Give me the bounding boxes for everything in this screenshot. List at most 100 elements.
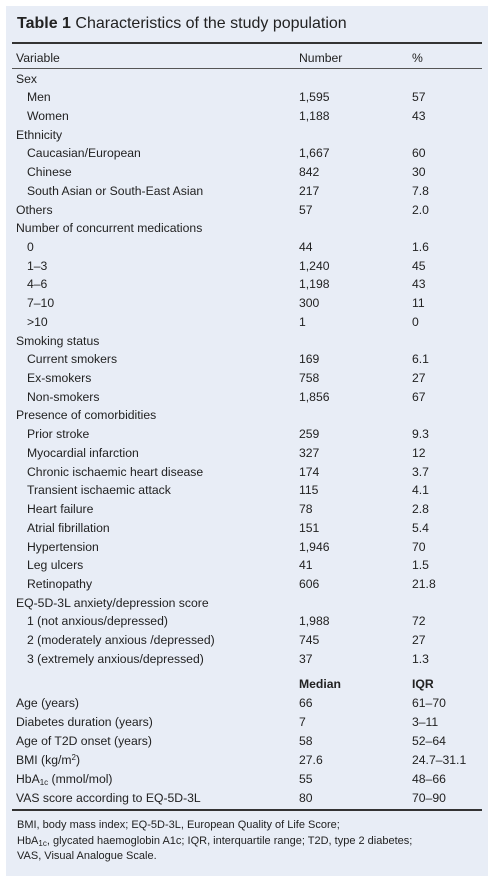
table-row: Others 57 2.0 — [6, 201, 488, 220]
row-label: Hypertension — [27, 539, 99, 554]
row-number: 758 — [299, 371, 320, 386]
row-label: 3 (extremely anxious/depressed) — [27, 651, 204, 666]
row-median: 58 — [299, 733, 313, 748]
footnote-line: HbA1c, glycated haemoglobin A1c; IQR, in… — [17, 834, 413, 848]
table-row: 1 (not anxious/depressed) 1,988 72 — [6, 612, 488, 631]
row-label: Prior stroke — [27, 427, 90, 442]
row-number: 1,856 — [299, 389, 330, 404]
row-number: 1,946 — [299, 539, 330, 554]
row-number: 842 — [299, 165, 320, 180]
row-label: Age (years) — [16, 696, 79, 710]
row-label: Transient ischaemic attack — [27, 483, 171, 498]
table-row: Women 1,188 43 — [6, 107, 488, 126]
table-row: Smoking status — [6, 332, 488, 351]
table-panel: Table 1 Characteristics of the study pop… — [6, 6, 488, 876]
row-label: South Asian or South-East Asian — [27, 183, 204, 198]
row-number: 745 — [299, 633, 320, 648]
bottom-rule — [12, 809, 482, 811]
row-percent: 3.7 — [412, 464, 429, 479]
row-number: 1,595 — [299, 90, 330, 105]
row-iqr: 48–66 — [412, 771, 446, 786]
row-percent: 12 — [412, 445, 426, 460]
row-number: 37 — [299, 651, 313, 666]
row-label: Chinese — [27, 165, 72, 180]
row-iqr: 3–11 — [412, 714, 439, 729]
table-row: 4–6 1,198 43 — [6, 275, 488, 294]
table-row: Age of T2D onset (years) 58 52–64 — [6, 732, 488, 751]
row-percent: 27 — [412, 371, 426, 386]
row-number: 174 — [299, 464, 320, 479]
row-number: 217 — [299, 183, 320, 198]
table-row: Men 1,595 57 — [6, 88, 488, 107]
table-row: Caucasian/European 1,667 60 — [6, 144, 488, 163]
row-percent: 1.3 — [412, 651, 429, 666]
table-row: EQ-5D-3L anxiety/depression score — [6, 594, 488, 613]
row-percent: 9.3 — [412, 427, 429, 442]
row-percent: 0 — [412, 314, 419, 329]
table-row: Age (years) 66 61–70 — [6, 694, 488, 713]
row-percent: 1.5 — [412, 558, 429, 573]
row-label: Number of concurrent medications — [16, 221, 203, 236]
row-median: 27.6 — [299, 752, 323, 767]
row-percent: 67 — [412, 389, 426, 404]
row-percent: 2.0 — [412, 202, 429, 217]
row-percent: 4.1 — [412, 483, 429, 498]
row-label: Smoking status — [16, 333, 100, 348]
row-number: 41 — [299, 558, 313, 573]
table-label: Table 1 — [17, 15, 71, 32]
table-row: Atrial fibrillation 151 5.4 — [6, 519, 488, 538]
col-header-variable: Variable — [16, 51, 60, 65]
row-label: Sex — [16, 71, 38, 86]
subheader-iqr: IQR — [412, 677, 434, 691]
header-row: Variable Number % — [6, 49, 488, 68]
row-iqr: 52–64 — [412, 733, 446, 748]
table-row: Hypertension 1,946 70 — [6, 538, 488, 557]
row-percent: 45 — [412, 258, 426, 273]
row-number: 1,988 — [299, 614, 330, 629]
footnote: BMI, body mass index; EQ-5D-3L, European… — [17, 818, 479, 865]
row-number: 57 — [299, 202, 313, 217]
table-title: Table 1 Characteristics of the study pop… — [17, 15, 347, 33]
row-percent: 30 — [412, 165, 426, 180]
table-row: Chinese 842 30 — [6, 163, 488, 182]
subheader-median: Median — [299, 677, 341, 691]
row-percent: 43 — [412, 108, 426, 123]
row-label: EQ-5D-3L anxiety/depression score — [16, 595, 209, 610]
row-number: 44 — [299, 239, 313, 254]
footnote-line: VAS, Visual Analogue Scale. — [17, 850, 157, 862]
row-percent: 7.8 — [412, 183, 429, 198]
row-label: 4–6 — [27, 277, 48, 292]
table-row: HbA1c (mmol/mol) 55 48–66 — [6, 770, 488, 789]
row-label: 0 — [27, 239, 34, 254]
table-row: Non-smokers 1,856 67 — [6, 388, 488, 407]
row-number: 300 — [299, 296, 320, 311]
row-percent: 2.8 — [412, 502, 429, 517]
row-number: 1,667 — [299, 146, 330, 161]
row-number: 1 — [299, 314, 306, 329]
row-percent: 43 — [412, 277, 426, 292]
row-label: VAS score according to EQ-5D-3L — [16, 790, 201, 805]
row-label: 2 (moderately anxious /depressed) — [27, 633, 215, 648]
row-number: 1,198 — [299, 277, 330, 292]
table-row: Retinopathy 606 21.8 — [6, 575, 488, 594]
row-percent: 11 — [412, 296, 425, 311]
row-number: 151 — [299, 520, 320, 535]
row-number: 259 — [299, 427, 320, 442]
row-median: 80 — [299, 790, 313, 805]
row-percent: 27 — [412, 633, 426, 648]
row-label: Others — [16, 202, 53, 217]
table-row: >10 1 0 — [6, 313, 488, 332]
row-number: 78 — [299, 502, 313, 517]
col-header-percent: % — [412, 51, 423, 65]
row-median: 66 — [299, 696, 313, 710]
table-row: South Asian or South-East Asian 217 7.8 — [6, 182, 488, 201]
row-label: Women — [27, 108, 69, 123]
table-row: VAS score according to EQ-5D-3L 80 70–90 — [6, 789, 488, 808]
row-label: Retinopathy — [27, 576, 93, 591]
row-label: Ex-smokers — [27, 371, 92, 386]
row-label: Non-smokers — [27, 389, 100, 404]
table-row: Myocardial infarction 327 12 — [6, 444, 488, 463]
row-label: HbA1c (mmol/mol) — [16, 771, 113, 787]
table-row: 3 (extremely anxious/depressed) 37 1.3 — [6, 650, 488, 669]
row-label: 1 (not anxious/depressed) — [27, 614, 168, 629]
